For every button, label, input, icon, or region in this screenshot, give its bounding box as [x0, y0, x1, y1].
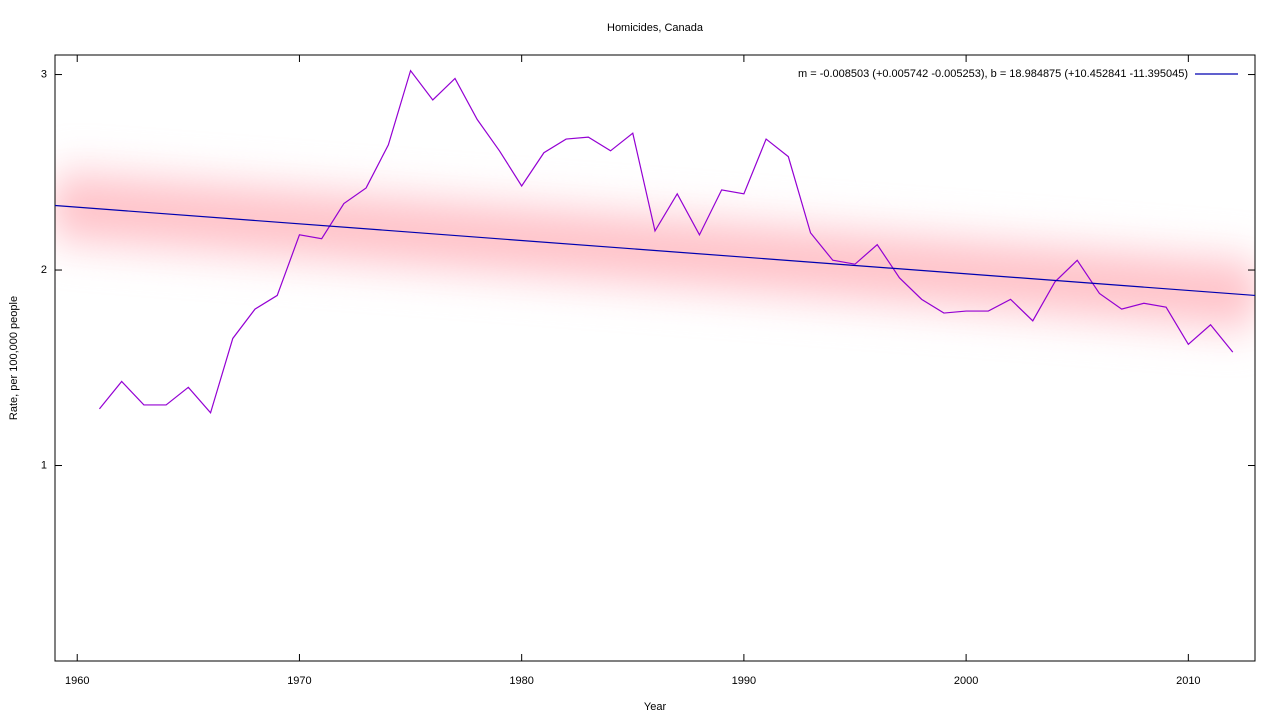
y-tick-label: 3: [41, 68, 47, 80]
y-axis-label: Rate, per 100,000 people: [8, 296, 20, 420]
x-axis-label: Year: [644, 701, 667, 713]
x-tick-label: 2000: [954, 675, 978, 687]
legend-label: m = -0.008503 (+0.005742 -0.005253), b =…: [798, 68, 1188, 80]
x-tick-label: 1960: [65, 675, 89, 687]
plot-frame: [54, 54, 1256, 662]
series-line: [98, 69, 1234, 414]
x-tick-label: 1970: [287, 675, 311, 687]
x-tick-label: 1990: [732, 675, 756, 687]
chart-title: Homicides, Canada: [607, 22, 704, 34]
y-tick-label: 1: [41, 459, 47, 471]
x-tick-label: 2010: [1176, 675, 1200, 687]
series-line: [55, 204, 1255, 297]
y-tick-label: 2: [41, 264, 47, 276]
x-tick-label: 1980: [509, 675, 533, 687]
